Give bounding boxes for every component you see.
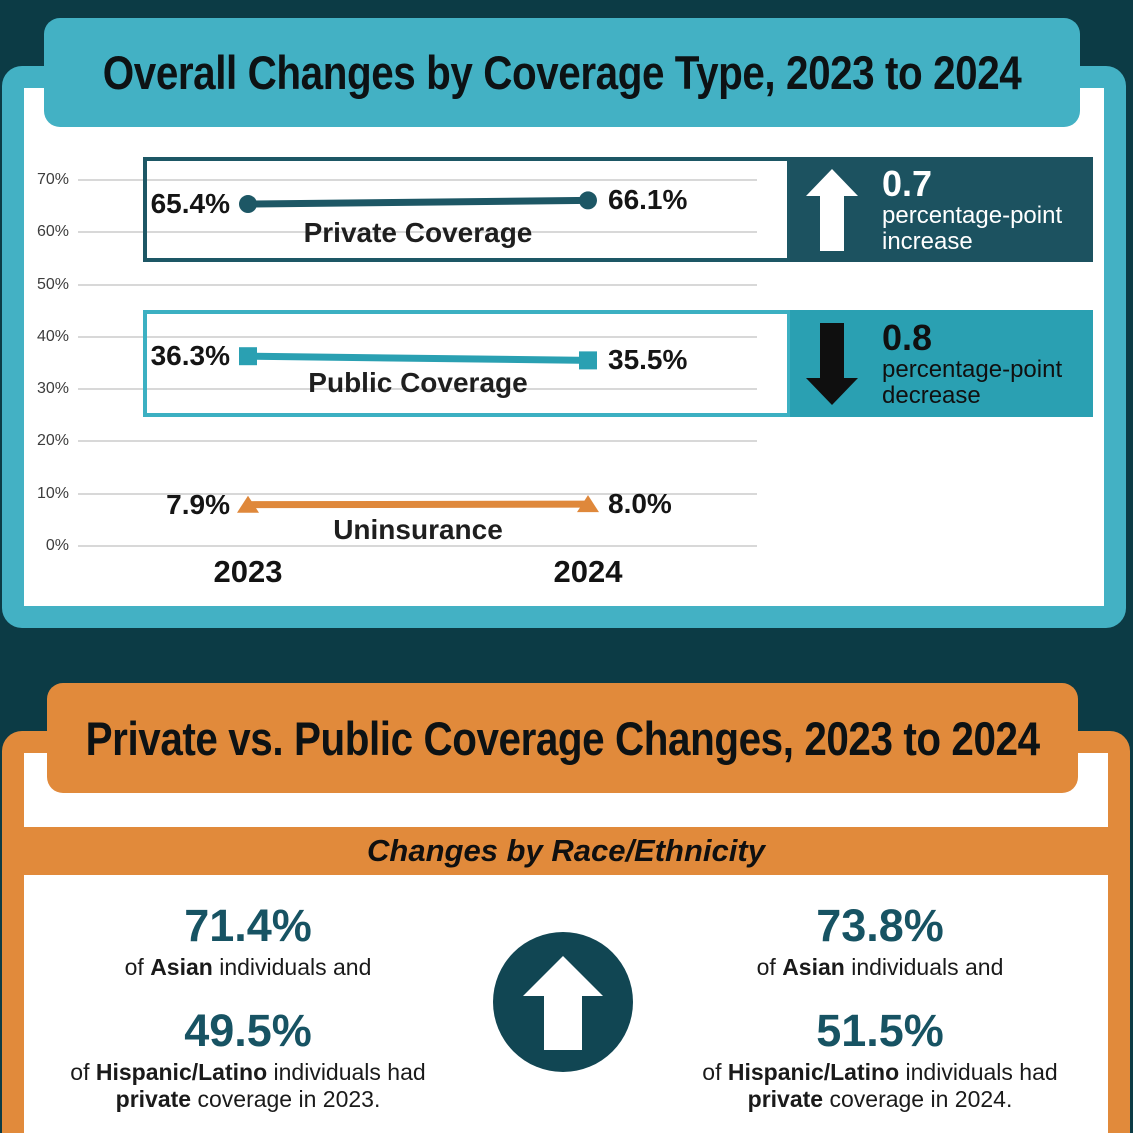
bottom-section-header: Private vs. Public Coverage Changes, 202… xyxy=(47,683,1078,793)
public-coverage-box xyxy=(143,310,791,417)
gridline xyxy=(78,231,757,234)
data-point-label: 7.9% xyxy=(166,488,230,520)
data-point-label: 66.1% xyxy=(608,184,688,216)
series-name-label: Private Coverage xyxy=(303,217,533,248)
subtitle-band: Changes by Race/Ethnicity xyxy=(24,827,1108,875)
change-value: 0.8 xyxy=(882,316,933,358)
subtitle-text: Changes by Race/Ethnicity xyxy=(367,833,765,868)
stats-2024-column: 73.8% of Asian individuals and 51.5% of … xyxy=(665,902,1095,1113)
gridline xyxy=(78,388,757,391)
data-point-label: 65.4% xyxy=(150,188,230,220)
gridline xyxy=(78,440,757,443)
change-value: 0.7 xyxy=(882,162,933,204)
chart-series-lines xyxy=(237,191,599,513)
top-section-title: Overall Changes by Coverage Type, 2023 t… xyxy=(102,46,1022,99)
private-change-indicator: 0.7 percentage-point increase xyxy=(790,157,1093,262)
gridline xyxy=(78,492,757,495)
top-section-header: Overall Changes by Coverage Type, 2023 t… xyxy=(44,18,1080,127)
data-point-label: 8.0% xyxy=(608,488,672,520)
y-axis-tick: 50% xyxy=(36,275,69,293)
data-point-label: 35.5% xyxy=(608,344,688,376)
x-axis-label-2023: 2023 xyxy=(213,554,283,589)
y-axis-tick: 30% xyxy=(36,380,69,398)
change-label-line2: decrease xyxy=(882,381,981,409)
change-label-line1: percentage-point xyxy=(882,355,1063,383)
up-arrow-icon xyxy=(806,168,858,251)
gridline xyxy=(78,545,757,547)
hispanic-2023-value: 49.5% xyxy=(184,1005,312,1056)
asian-2023-value: 71.4% xyxy=(184,900,312,951)
gridline xyxy=(78,283,757,286)
series-name-label: Public Coverage xyxy=(308,367,528,398)
data-point-label: 36.3% xyxy=(150,340,230,372)
public-change-indicator: 0.8 percentage-point decrease xyxy=(790,310,1093,417)
y-axis-tick: 70% xyxy=(36,171,69,188)
y-axis-tick: 60% xyxy=(36,223,69,241)
stats-2023-column: 71.4% of Asian individuals and 49.5% of … xyxy=(33,902,463,1113)
increase-circle-icon xyxy=(493,932,633,1072)
y-axis-tick: 10% xyxy=(36,484,69,502)
y-axis-tick: 20% xyxy=(36,432,69,450)
hispanic-2024-text: of Hispanic/Latino individuals had priva… xyxy=(702,1059,1058,1112)
change-label-line1: percentage-point xyxy=(882,201,1063,229)
gridline xyxy=(78,179,757,181)
coverage-line-chart: 0.7 percentage-point increase 0.8 percen… xyxy=(36,157,1093,589)
asian-2024-text: of Asian individuals and xyxy=(756,954,1004,980)
x-axis-label-2024: 2024 xyxy=(553,554,623,589)
bottom-section-title: Private vs. Public Coverage Changes, 202… xyxy=(85,711,1040,765)
hispanic-2023-text: of Hispanic/Latino individuals had priva… xyxy=(70,1059,426,1112)
hispanic-2024-value: 51.5% xyxy=(816,1005,944,1056)
change-label-line2: increase xyxy=(882,227,973,255)
gridline xyxy=(78,335,757,338)
private-coverage-box xyxy=(143,157,791,262)
y-axis-tick: 40% xyxy=(36,327,69,345)
series-name-label: Uninsurance xyxy=(333,514,503,545)
y-axis-tick: 0% xyxy=(45,537,69,554)
asian-2024-value: 73.8% xyxy=(816,900,944,951)
down-arrow-icon xyxy=(806,322,858,405)
asian-2023-text: of Asian individuals and xyxy=(124,954,372,980)
